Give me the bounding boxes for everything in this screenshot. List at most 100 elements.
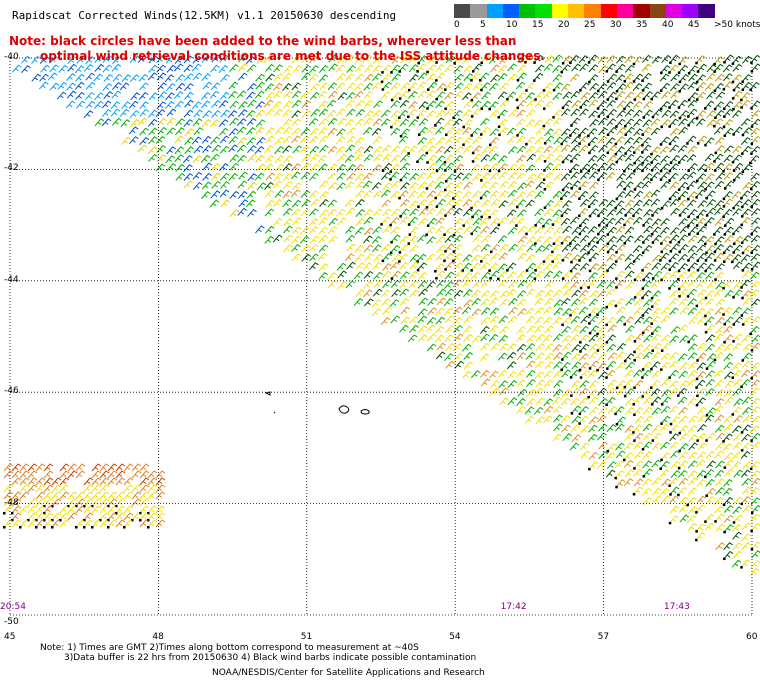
wind-barb <box>742 504 752 513</box>
contamination-marker <box>677 269 681 273</box>
wind-barb <box>463 333 474 342</box>
wind-barb <box>741 208 752 217</box>
wind-barb <box>571 405 581 414</box>
wind-barb <box>327 226 338 235</box>
wind-barb <box>115 470 126 479</box>
contamination-marker <box>633 170 636 173</box>
wind-barb <box>274 136 285 145</box>
wind-barb <box>704 82 715 91</box>
contamination-marker <box>695 80 699 84</box>
contamination-marker <box>443 188 447 192</box>
wind-barb <box>35 477 46 486</box>
wind-barb <box>193 109 203 118</box>
contamination-marker <box>552 242 556 245</box>
wind-barb <box>695 55 706 64</box>
wind-barb <box>535 289 545 298</box>
wind-barb <box>650 280 661 289</box>
wind-barb <box>677 396 688 405</box>
wind-barb <box>731 362 742 371</box>
wind-barb <box>525 119 536 128</box>
wind-barb <box>362 172 373 181</box>
wind-barb <box>155 519 166 528</box>
wind-barb <box>578 297 589 306</box>
wind-barb <box>382 182 393 191</box>
wind-barb <box>328 54 339 63</box>
wind-barb <box>355 55 365 64</box>
wind-barb <box>606 55 616 64</box>
wind-barb <box>615 253 626 262</box>
wind-barb <box>470 72 481 81</box>
wind-barb <box>543 253 554 262</box>
contamination-marker <box>741 251 745 255</box>
wind-barb <box>678 181 689 190</box>
contamination-marker <box>614 152 618 156</box>
wind-barb <box>21 65 31 74</box>
wind-barb <box>732 369 742 378</box>
wind-barb <box>148 127 158 136</box>
wind-barb <box>355 262 366 271</box>
wind-barb <box>453 217 464 226</box>
wind-barb <box>578 306 589 315</box>
wind-barb <box>454 90 464 99</box>
wind-barb <box>416 63 427 72</box>
contamination-marker <box>597 224 601 227</box>
wind-barb <box>3 491 14 500</box>
contamination-marker <box>605 70 609 73</box>
contamination-marker <box>560 142 563 146</box>
contamination-marker <box>641 448 645 451</box>
contamination-marker <box>569 376 573 379</box>
wind-barb <box>589 325 600 334</box>
wind-barb <box>598 270 609 279</box>
wind-barb <box>561 361 571 370</box>
wind-barb <box>651 154 661 163</box>
wind-barb <box>669 198 680 207</box>
wind-barb <box>624 369 634 378</box>
wind-barb <box>679 362 689 371</box>
wind-barb <box>706 72 716 81</box>
wind-barb <box>696 173 707 182</box>
wind-barb <box>123 491 134 500</box>
wind-barb <box>49 55 59 64</box>
wind-barb <box>751 370 760 379</box>
contamination-marker <box>732 133 735 136</box>
wind-barb <box>443 252 454 261</box>
wind-barb <box>363 216 374 225</box>
wind-barb <box>589 181 599 190</box>
contamination-marker <box>407 115 410 119</box>
contamination-marker <box>525 232 528 236</box>
wind-barb <box>552 253 562 262</box>
wind-barb <box>669 118 679 127</box>
contamination-marker <box>713 70 716 73</box>
wind-barb <box>741 290 752 299</box>
wind-barb <box>733 82 744 91</box>
wind-barb <box>696 451 707 460</box>
wind-barb <box>218 99 229 108</box>
wind-barb <box>615 74 626 83</box>
contamination-marker <box>750 125 754 128</box>
wind-barb <box>515 217 526 226</box>
wind-barb <box>101 100 112 109</box>
contamination-marker <box>147 526 150 529</box>
wind-barb <box>598 397 608 406</box>
contamination-marker <box>722 170 725 173</box>
contamination-marker <box>381 259 385 263</box>
wind-barb <box>452 252 463 261</box>
wind-barb <box>264 235 275 244</box>
wind-barb <box>471 262 481 271</box>
contamination-marker <box>678 116 682 120</box>
wind-barb <box>101 108 112 117</box>
wind-barb <box>589 406 599 415</box>
contamination-marker <box>686 295 690 298</box>
wind-barb <box>651 207 662 216</box>
wind-barb <box>336 164 347 173</box>
contamination-marker <box>479 196 483 200</box>
wind-barb <box>642 198 653 207</box>
wind-barb <box>27 512 38 521</box>
wind-barb <box>255 126 265 135</box>
wind-barb <box>624 64 635 73</box>
wind-barb <box>27 477 38 486</box>
wind-barb <box>211 180 221 189</box>
wind-barb <box>507 397 518 406</box>
contamination-marker <box>398 116 401 120</box>
wind-barb <box>677 144 688 153</box>
